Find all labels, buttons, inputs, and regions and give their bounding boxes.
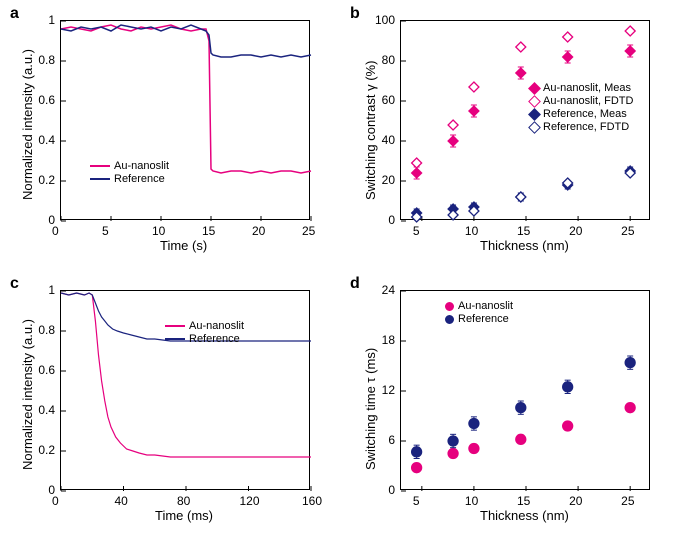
legend-label: Au-nanoslit	[114, 160, 169, 172]
xtick-label: 5	[413, 224, 420, 238]
legend-item: Reference	[165, 333, 244, 345]
chart-d-ylabel: Switching time τ (ms)	[363, 348, 378, 470]
ytick-label: 0.6	[30, 363, 55, 377]
ytick-label: 0	[30, 213, 55, 227]
xtick-label: 15	[517, 224, 530, 238]
chart-d-legend: Au-nanoslitReference	[445, 300, 513, 326]
legend-item: Au-nanoslit	[165, 320, 244, 332]
ytick-label: 100	[370, 13, 395, 27]
panel-b-label: b	[350, 5, 360, 23]
panel-b: b Switching contrast γ (%) Thickness (nm…	[400, 20, 650, 220]
panel-a: a Normalized intensity (a.u.) Time (s) A…	[60, 20, 310, 220]
legend-item: Au-nanoslit, FDTD	[530, 95, 633, 107]
xtick-label: 25	[621, 494, 634, 508]
legend-label: Reference, FDTD	[543, 121, 629, 133]
legend-label: Reference	[114, 173, 165, 185]
chart-c-legend: Au-nanoslitReference	[165, 320, 244, 346]
legend-item: Reference, FDTD	[530, 121, 633, 133]
panel-d: d Switching time τ (ms) Thickness (nm) A…	[400, 290, 650, 490]
ytick-label: 80	[370, 53, 395, 67]
legend-item: Reference	[90, 173, 169, 185]
xtick-label: 160	[302, 494, 322, 508]
ytick-label: 20	[370, 173, 395, 187]
xtick-label: 10	[465, 224, 478, 238]
ytick-label: 0.8	[30, 323, 55, 337]
chart-d-svg	[400, 290, 650, 490]
legend-item: Au-nanoslit, Meas	[530, 82, 633, 94]
legend-item: Au-nanoslit	[90, 160, 169, 172]
chart-d-xlabel: Thickness (nm)	[480, 508, 569, 523]
legend-label: Au-nanoslit, FDTD	[543, 95, 633, 107]
ytick-label: 0.2	[30, 173, 55, 187]
chart-a-xlabel: Time (s)	[160, 238, 207, 253]
chart-b-xlabel: Thickness (nm)	[480, 238, 569, 253]
ytick-label: 24	[370, 283, 395, 297]
ytick-label: 18	[370, 333, 395, 347]
ytick-label: 40	[370, 133, 395, 147]
legend-item: Reference	[445, 313, 513, 325]
xtick-label: 20	[569, 494, 582, 508]
xtick-label: 15	[517, 494, 530, 508]
xtick-label: 15	[202, 224, 215, 238]
legend-label: Reference	[189, 333, 240, 345]
ytick-label: 60	[370, 93, 395, 107]
chart-a-svg	[60, 20, 310, 220]
xtick-label: 25	[621, 224, 634, 238]
xtick-label: 20	[252, 224, 265, 238]
ytick-label: 0	[370, 213, 395, 227]
ytick-label: 1	[30, 283, 55, 297]
legend-label: Au-nanoslit, Meas	[543, 82, 631, 94]
chart-c-xlabel: Time (ms)	[155, 508, 213, 523]
ytick-label: 1	[30, 13, 55, 27]
xtick-label: 40	[115, 494, 128, 508]
legend-label: Reference, Meas	[543, 108, 627, 120]
ytick-label: 12	[370, 383, 395, 397]
legend-label: Au-nanoslit	[458, 300, 513, 312]
xtick-label: 25	[302, 224, 315, 238]
legend-label: Au-nanoslit	[189, 320, 244, 332]
panel-a-label: a	[10, 5, 19, 23]
ytick-label: 0	[30, 483, 55, 497]
legend-label: Reference	[458, 313, 509, 325]
panel-c: c Normalized intensity (a.u.) Time (ms) …	[60, 290, 310, 490]
legend-item: Reference, Meas	[530, 108, 633, 120]
ytick-label: 0.4	[30, 133, 55, 147]
xtick-label: 10	[152, 224, 165, 238]
xtick-label: 20	[569, 224, 582, 238]
ytick-label: 6	[370, 433, 395, 447]
xtick-label: 80	[177, 494, 190, 508]
panel-d-label: d	[350, 275, 360, 293]
ytick-label: 0.4	[30, 403, 55, 417]
ytick-label: 0.6	[30, 93, 55, 107]
chart-b-legend: Au-nanoslit, MeasAu-nanoslit, FDTDRefere…	[530, 82, 633, 134]
panel-c-label: c	[10, 275, 19, 293]
xtick-label: 5	[413, 494, 420, 508]
ytick-label: 0	[370, 483, 395, 497]
xtick-label: 120	[240, 494, 260, 508]
chart-a-legend: Au-nanoslitReference	[90, 160, 169, 186]
ytick-label: 0.8	[30, 53, 55, 67]
xtick-label: 10	[465, 494, 478, 508]
ytick-label: 0.2	[30, 443, 55, 457]
xtick-label: 5	[102, 224, 109, 238]
legend-item: Au-nanoslit	[445, 300, 513, 312]
